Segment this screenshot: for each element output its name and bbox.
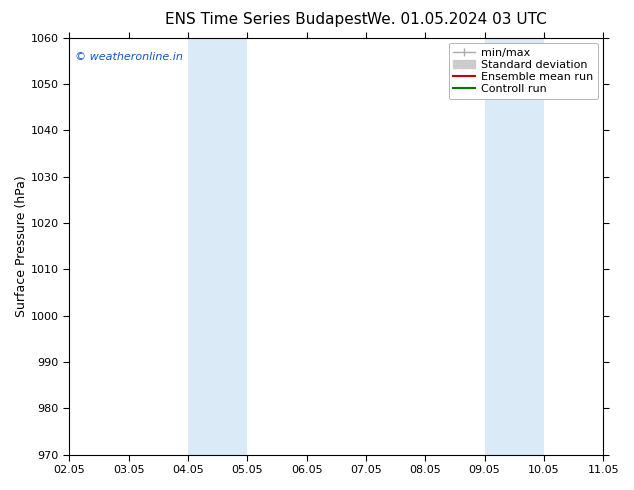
- Bar: [484, 38, 544, 455]
- Y-axis label: Surface Pressure (hPa): Surface Pressure (hPa): [15, 175, 28, 317]
- Text: ENS Time Series Budapest: ENS Time Series Budapest: [165, 12, 368, 27]
- Bar: [188, 38, 247, 455]
- Text: © weatheronline.in: © weatheronline.in: [75, 52, 183, 62]
- Legend: min/max, Standard deviation, Ensemble mean run, Controll run: min/max, Standard deviation, Ensemble me…: [449, 43, 598, 99]
- Text: We. 01.05.2024 03 UTC: We. 01.05.2024 03 UTC: [366, 12, 547, 27]
